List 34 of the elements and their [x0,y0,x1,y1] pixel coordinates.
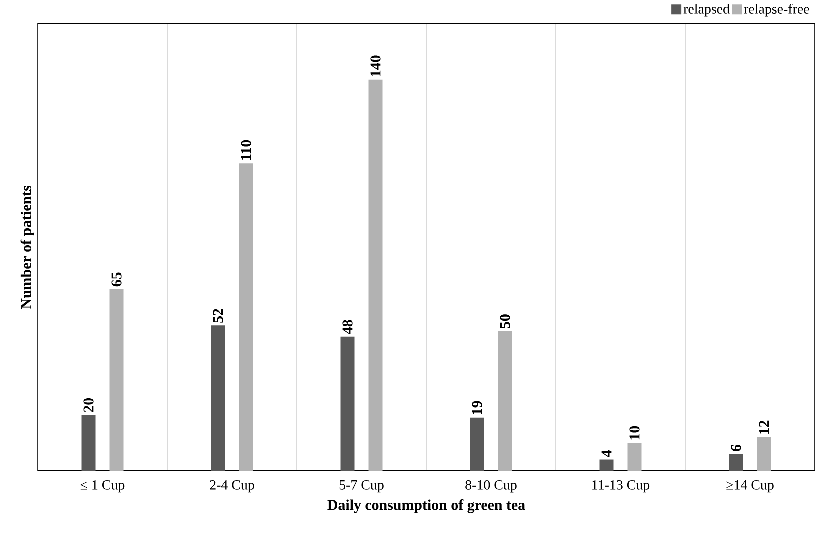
data-label: 20 [84,398,94,412]
data-label: 6 [731,444,742,452]
bar [340,336,355,471]
bar [110,289,124,471]
bar [600,460,614,471]
bar [498,331,512,471]
x-tick-label: 2-4 Cup [210,480,254,493]
x-tick-label: ≤ 1 Cup [80,480,125,493]
data-label: 110 [241,140,252,160]
bar [211,326,226,471]
data-label: 19 [472,401,482,414]
bar [470,418,484,471]
x-tick-label: 8-10 Cup [466,480,517,493]
y-axis-title: Number of patients [20,186,34,310]
x-tick-label: ≥14 Cup [726,480,774,493]
data-label: 4 [602,450,612,458]
data-label: 48 [342,320,353,334]
x-tick-label: 5-7 Cup [340,480,384,493]
bar [757,437,772,471]
x-axis-title: Daily consumption of green tea [328,500,526,514]
x-tick-label: 11-13 Cup [592,480,650,493]
data-label: 50 [500,314,510,328]
bar [729,454,744,471]
bar [368,80,383,471]
legend-label: relapse-free [744,4,810,17]
bar [239,164,254,471]
bar [628,443,642,471]
data-label: 65 [112,272,122,287]
data-label: 52 [213,309,224,323]
data-label: 10 [630,426,640,440]
data-label: 140 [370,56,381,76]
data-label: 12 [759,420,770,434]
bar [82,415,96,471]
legend-label: relapsed [684,4,730,17]
